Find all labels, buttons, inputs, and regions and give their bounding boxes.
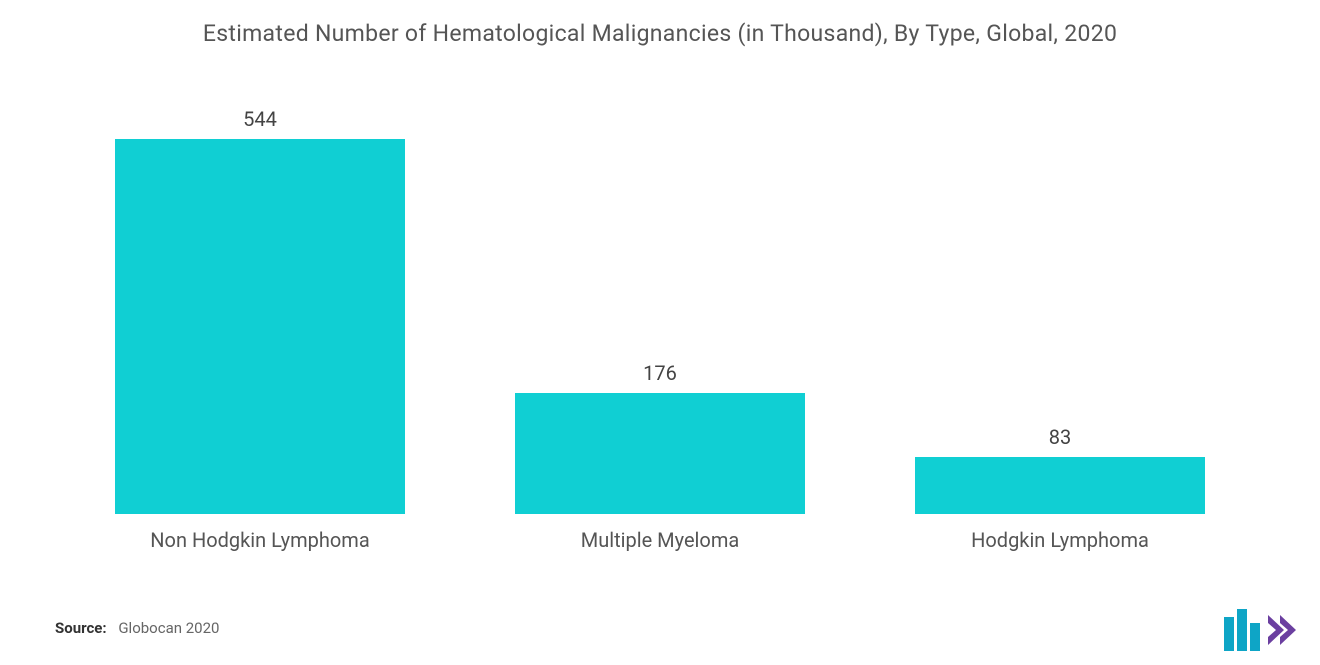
source-label: Source:: [55, 619, 107, 637]
chart-container: Estimated Number of Hematological Malign…: [0, 0, 1320, 665]
bar-label-2: Hodgkin Lymphoma: [971, 528, 1149, 552]
bar-0: [115, 139, 405, 514]
bar-label-0: Non Hodgkin Lymphoma: [150, 528, 369, 552]
source-line: Source: Globocan 2020: [55, 619, 219, 637]
bar-2: [915, 457, 1205, 514]
bar-value-2: 83: [1049, 425, 1071, 449]
bar-1: [515, 393, 805, 514]
bar-label-1: Multiple Myeloma: [581, 528, 740, 552]
bar-group-1: 176 Multiple Myeloma: [475, 361, 845, 552]
bar-value-0: 544: [243, 107, 277, 131]
source-text: Globocan 2020: [118, 619, 219, 637]
mordor-logo-icon: [1224, 609, 1298, 651]
bar-value-1: 176: [643, 361, 677, 385]
bar-group-2: 83 Hodgkin Lymphoma: [875, 425, 1245, 552]
plot-area: 544 Non Hodgkin Lymphoma 176 Multiple My…: [50, 57, 1270, 552]
chart-title: Estimated Number of Hematological Malign…: [50, 20, 1270, 47]
bar-group-0: 544 Non Hodgkin Lymphoma: [75, 107, 445, 552]
